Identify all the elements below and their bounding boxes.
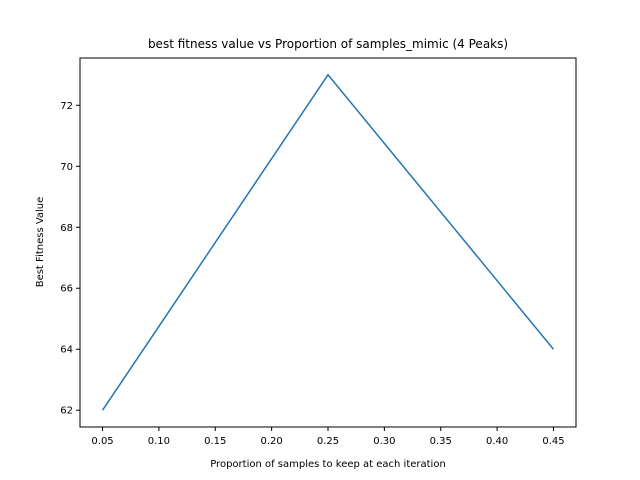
x-tick-label: 0.20 <box>261 436 283 447</box>
chart-title: best fitness value vs Proportion of samp… <box>148 37 508 51</box>
y-tick-label: 62 <box>60 406 73 417</box>
series-line <box>101 73 555 411</box>
x-tick-label: 0.40 <box>486 436 508 447</box>
series-layer <box>101 73 555 411</box>
y-axis: 62 64 66 68 70 72 <box>60 101 80 417</box>
x-axis-label: Proportion of samples to keep at each it… <box>210 459 446 470</box>
x-tick-label: 0.35 <box>430 436 452 447</box>
y-tick-label: 64 <box>60 345 73 356</box>
y-tick-label: 70 <box>60 162 73 173</box>
x-tick-label: 0.05 <box>91 436 113 447</box>
y-tick-label: 66 <box>60 284 73 295</box>
x-tick-label: 0.30 <box>373 436 395 447</box>
x-tick-label: 0.25 <box>317 436 339 447</box>
x-tick-label: 0.45 <box>542 436 564 447</box>
y-axis-label: Best Fitness Value <box>35 197 46 288</box>
x-tick-label: 0.15 <box>204 436 226 447</box>
x-axis: 0.05 0.10 0.15 0.20 0.25 0.30 0.35 0.40 0.45 <box>91 427 565 447</box>
y-tick-label: 68 <box>60 223 73 234</box>
y-tick-label: 72 <box>60 101 73 112</box>
x-tick-label: 0.10 <box>148 436 170 447</box>
